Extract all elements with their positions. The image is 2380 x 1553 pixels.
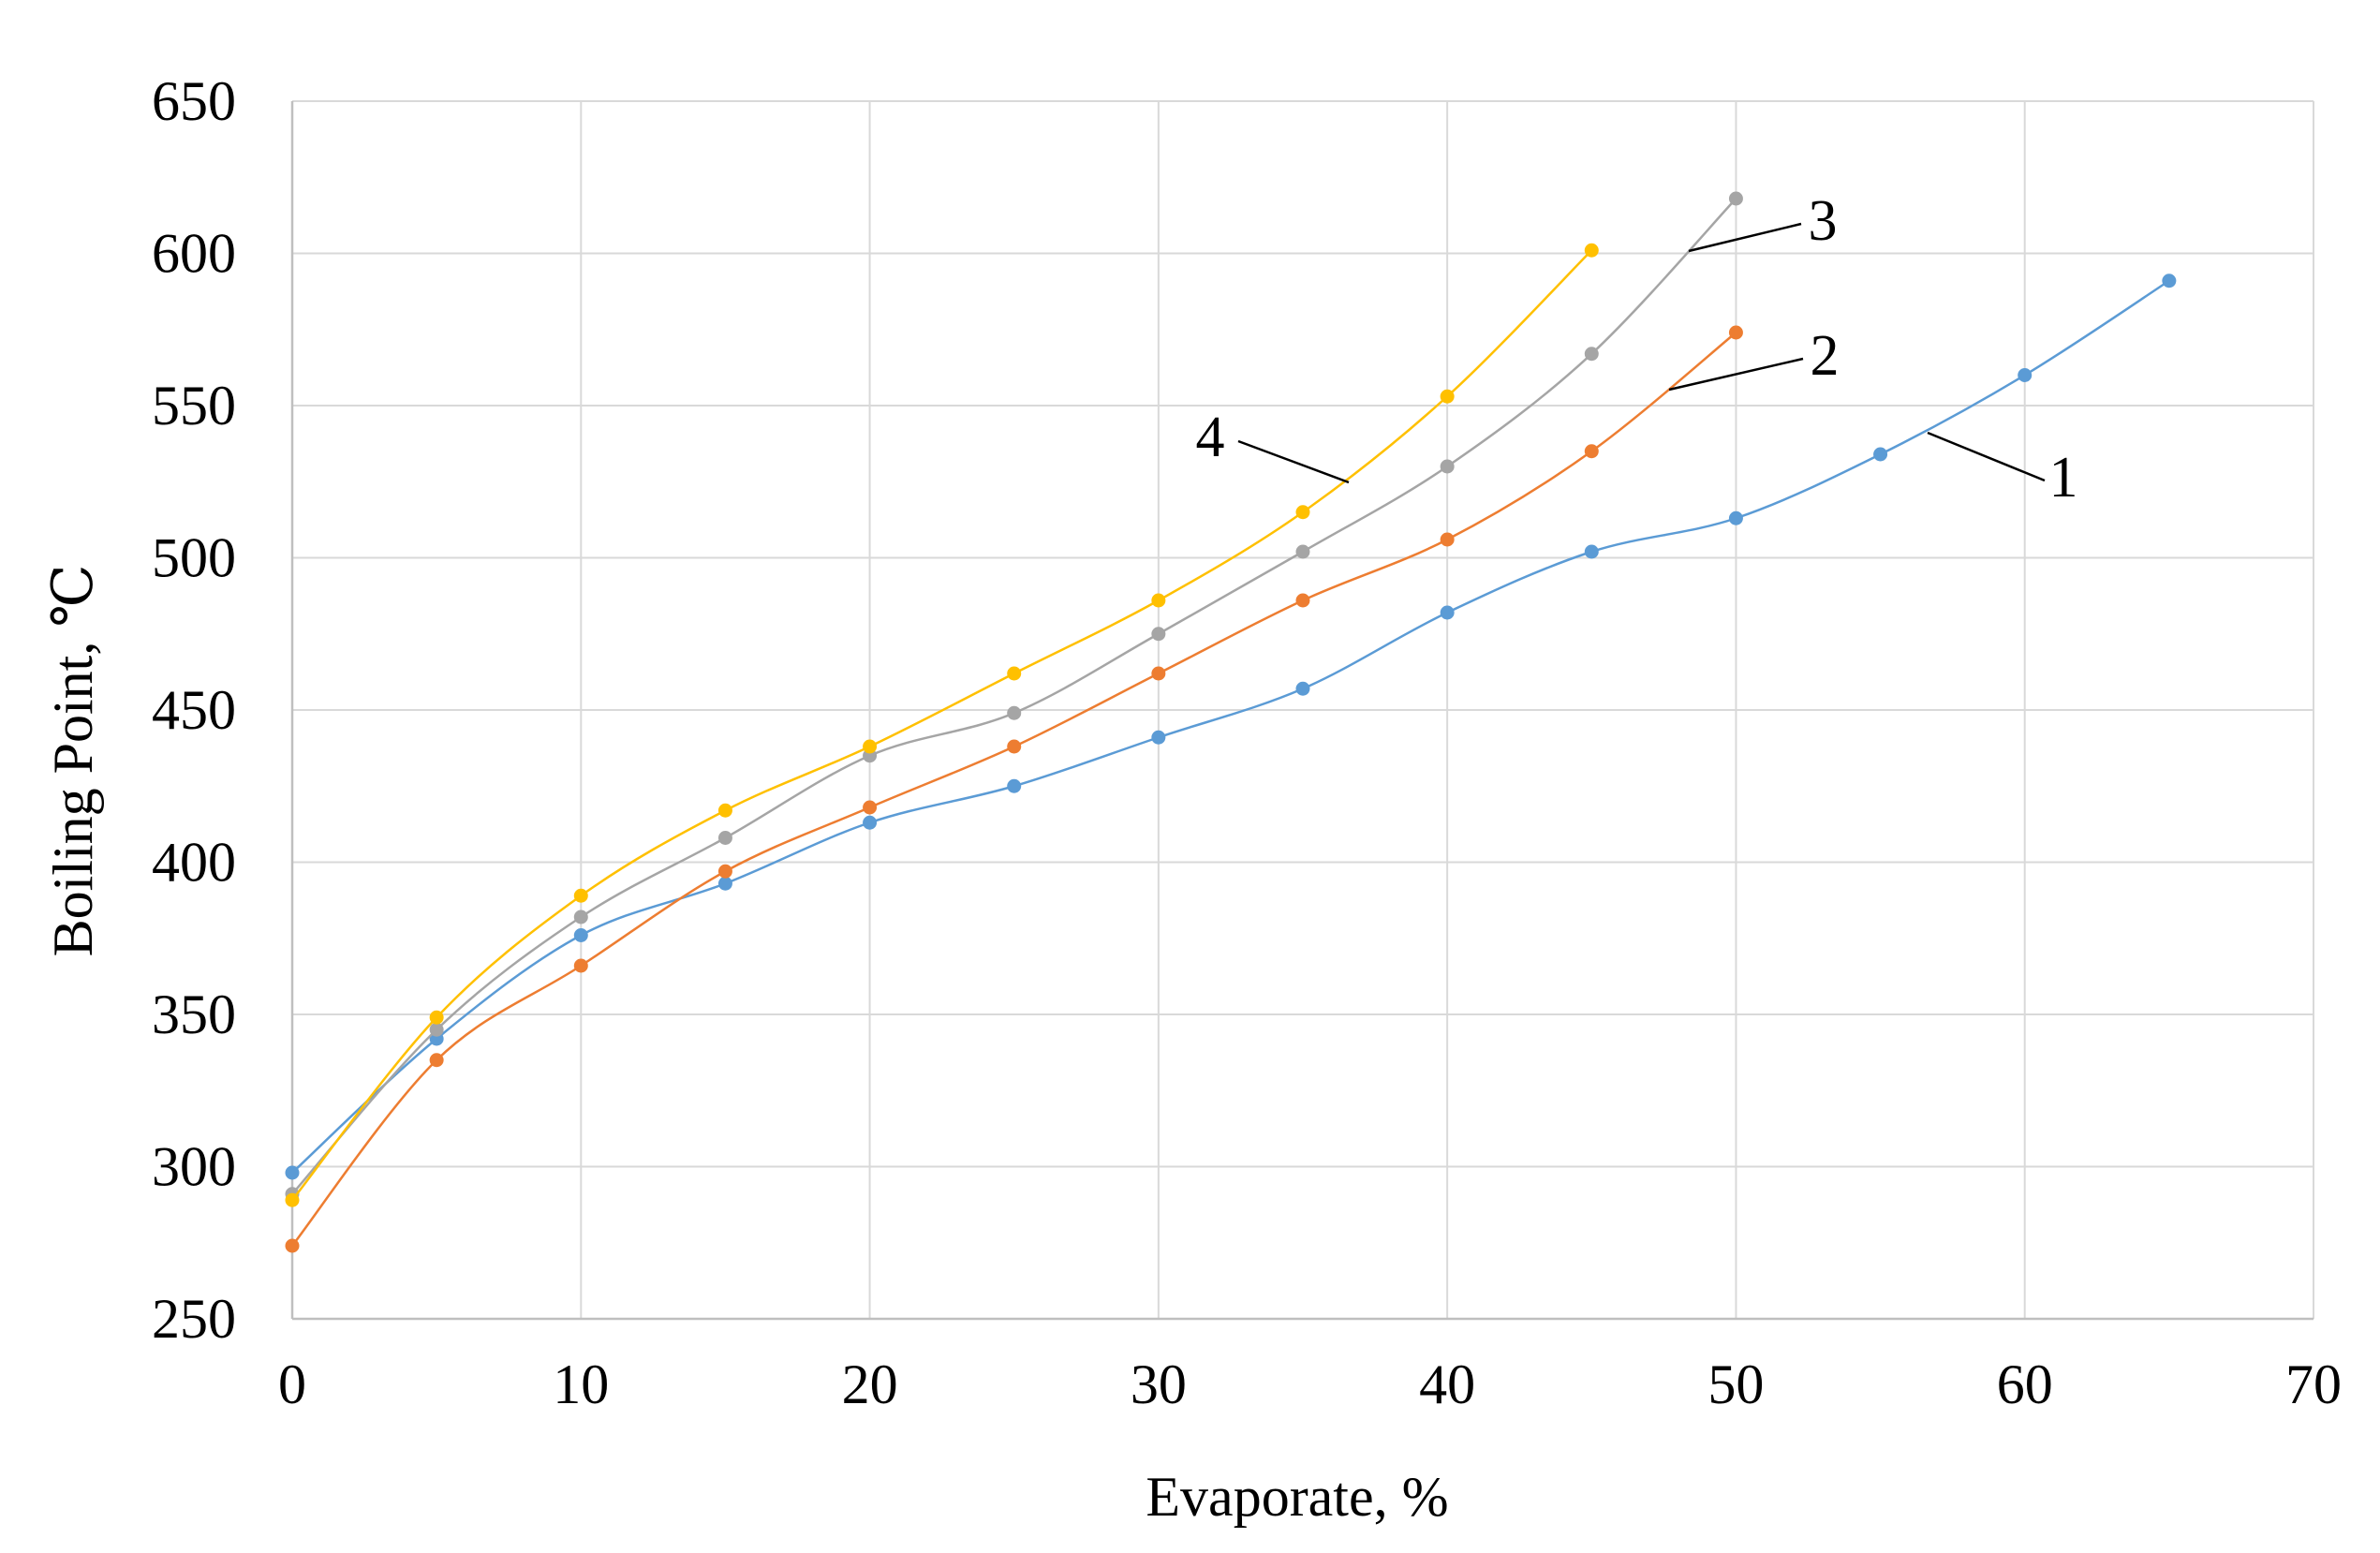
axes: 0 10 20 30 40 50 60 70 250 300 350 400 450 500 550 600 6…: [152, 70, 2342, 1415]
data-point: [1295, 505, 1310, 520]
y-tick-label: 250: [152, 1288, 236, 1350]
y-tick-label: 550: [152, 375, 236, 436]
data-point: [1728, 191, 1743, 206]
data-point: [863, 815, 878, 830]
data-point: [1728, 325, 1743, 340]
data-point: [429, 1010, 444, 1025]
leader-line: [1668, 357, 1804, 392]
data-point: [717, 831, 732, 845]
x-tick-label: 40: [1419, 1353, 1475, 1415]
data-point: [429, 1053, 444, 1068]
data-point: [717, 864, 732, 879]
x-axis-title: Evaporate, %: [1146, 1466, 1448, 1528]
data-point: [1728, 510, 1743, 525]
data-point: [1151, 730, 1166, 745]
curve-labels: 1 2 3 4: [1196, 189, 2078, 510]
curve-label: 2: [1811, 324, 1840, 388]
x-tick-label: 20: [842, 1353, 898, 1415]
data-point: [573, 928, 588, 942]
y-tick-label: 450: [152, 679, 236, 741]
data-point: [573, 888, 588, 903]
x-tick-label: 50: [1707, 1353, 1764, 1415]
data-point: [1007, 705, 1022, 720]
data-point: [285, 1192, 300, 1207]
data-point: [1007, 666, 1022, 681]
series-line-4: [291, 249, 1593, 1202]
y-tick-label: 650: [152, 70, 236, 132]
series-group: [285, 191, 2177, 1253]
data-point: [717, 803, 732, 818]
leader-line: [1688, 222, 1802, 253]
y-tick-label: 500: [152, 527, 236, 589]
y-tick-label: 600: [152, 223, 236, 285]
data-point: [1584, 347, 1599, 362]
data-point: [1295, 681, 1310, 696]
x-tick-label: 0: [278, 1353, 306, 1415]
data-point: [1584, 544, 1599, 559]
curve-label: 1: [2049, 446, 2078, 510]
data-point: [1440, 605, 1455, 620]
series-2: [285, 325, 1743, 1253]
data-point: [717, 876, 732, 891]
data-point: [1007, 739, 1022, 754]
data-point: [1440, 532, 1455, 547]
data-point: [285, 1238, 300, 1253]
data-point: [573, 910, 588, 924]
data-point: [1584, 444, 1599, 459]
series-line-1: [291, 279, 2170, 1174]
data-point: [1151, 627, 1166, 642]
data-point: [1440, 389, 1455, 404]
series-line-3: [291, 198, 1737, 1195]
data-point: [1151, 593, 1166, 608]
x-tick-label: 70: [2285, 1353, 2342, 1415]
x-tick-label: 10: [553, 1353, 609, 1415]
leader-line: [1237, 439, 1350, 484]
series-1: [285, 274, 2177, 1180]
data-point: [429, 1022, 444, 1037]
data-point: [2018, 368, 2033, 382]
data-point: [573, 958, 588, 973]
data-point: [863, 800, 878, 815]
curve-label: 4: [1196, 406, 1225, 469]
data-point: [1007, 778, 1022, 793]
curve-label: 3: [1809, 189, 1838, 253]
y-tick-label: 350: [152, 984, 236, 1045]
grid: [291, 100, 2314, 1320]
data-point: [285, 1165, 300, 1180]
series-3: [285, 191, 1743, 1202]
x-tick-label: 30: [1131, 1353, 1187, 1415]
data-point: [1584, 243, 1599, 258]
y-axis-title: Boiling Point, ℃: [42, 565, 104, 957]
series-4: [285, 243, 1599, 1207]
x-tick-label: 60: [1997, 1353, 2053, 1415]
data-point: [1295, 593, 1310, 608]
data-point: [1873, 447, 1888, 462]
leader-line: [1927, 431, 2046, 482]
data-point: [863, 739, 878, 754]
data-point: [1151, 666, 1166, 681]
data-point: [1295, 544, 1310, 559]
data-point: [1440, 459, 1455, 474]
y-tick-label: 400: [152, 832, 236, 894]
y-tick-label: 300: [152, 1136, 236, 1198]
data-point: [2162, 274, 2177, 288]
